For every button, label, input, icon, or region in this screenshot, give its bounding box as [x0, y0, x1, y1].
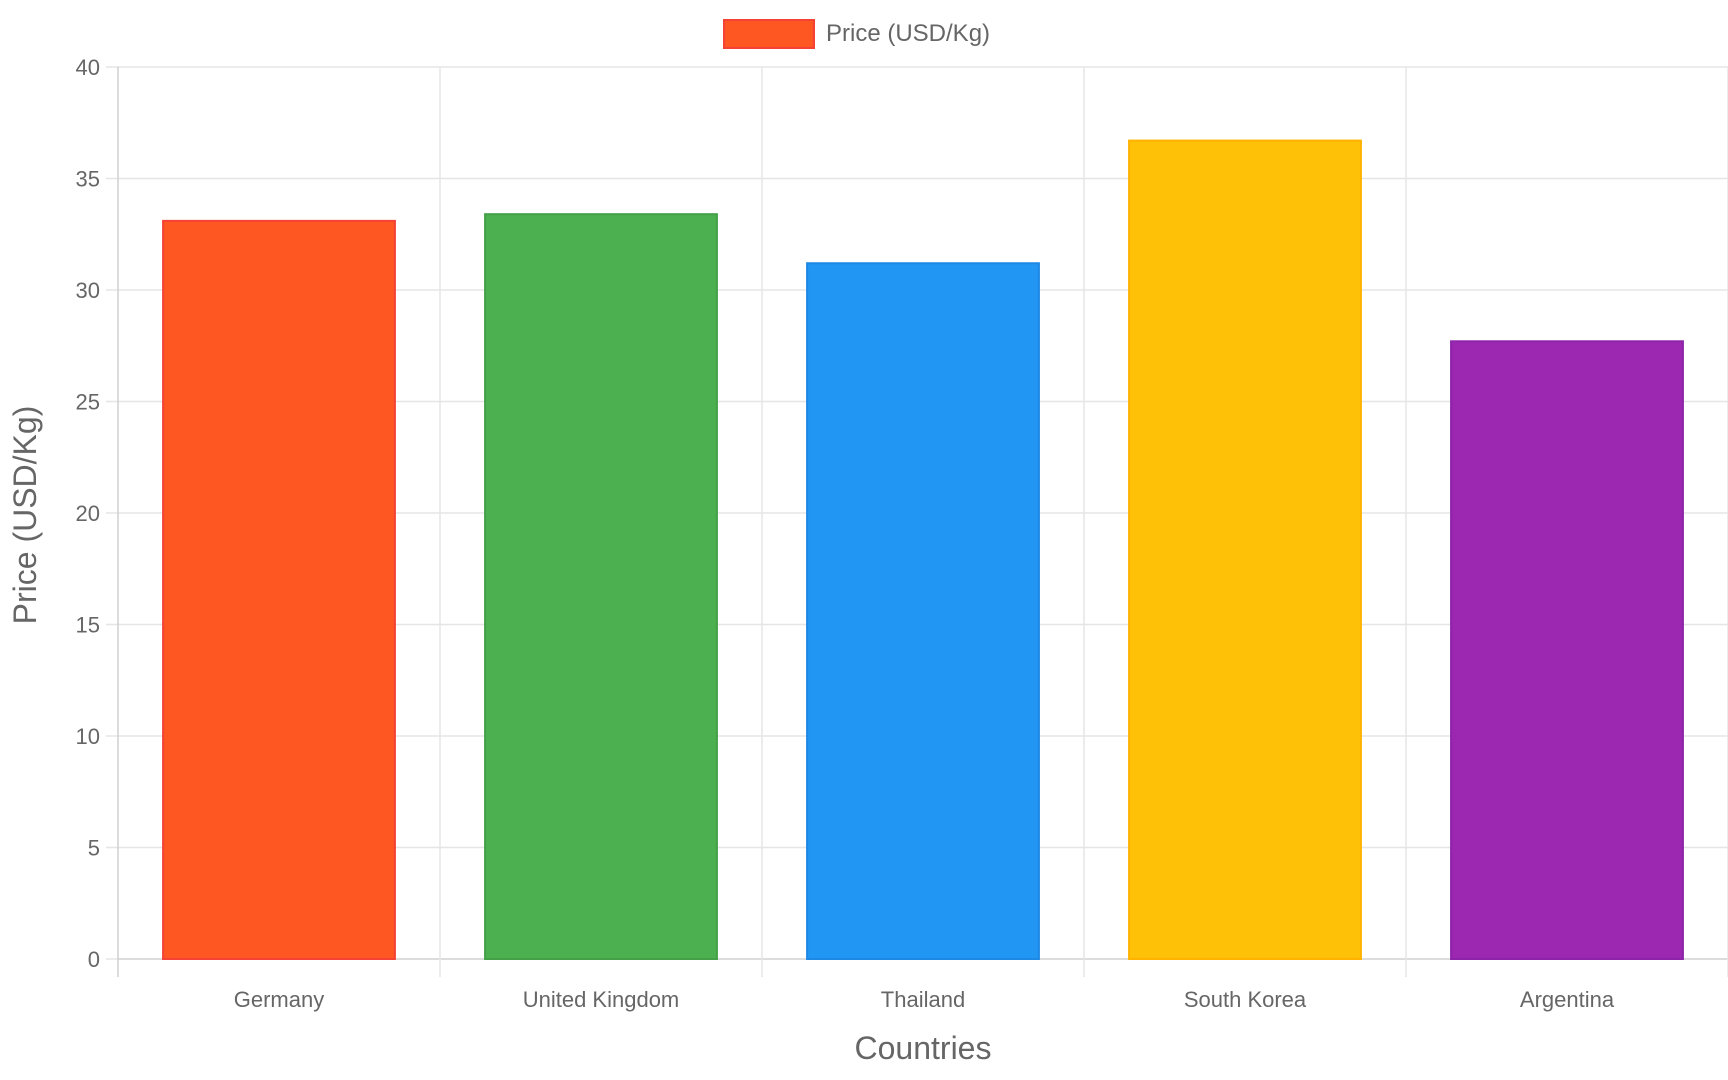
x-tick-label: South Korea [1184, 987, 1307, 1012]
y-tick-label: 5 [88, 836, 100, 861]
y-tick-label: 35 [76, 167, 100, 192]
y-tick-label: 15 [76, 613, 100, 638]
y-axis-title: Price (USD/Kg) [7, 406, 43, 625]
y-tick-label: 0 [88, 947, 100, 972]
x-tick-label: Germany [234, 987, 324, 1012]
y-tick-label: 40 [76, 55, 100, 80]
y-tick-label: 10 [76, 724, 100, 749]
y-tick-label: 20 [76, 501, 100, 526]
legend-swatch [723, 19, 815, 49]
bar-argentina[interactable] [1450, 340, 1684, 961]
bar-south-korea[interactable] [1128, 139, 1362, 960]
x-tick-label: Argentina [1520, 987, 1615, 1012]
bar-germany[interactable] [162, 219, 396, 960]
y-tick-label: 30 [76, 278, 100, 303]
x-axis-title: Countries [855, 1030, 992, 1066]
legend-label: Price (USD/Kg) [826, 20, 990, 47]
legend[interactable]: Price (USD/Kg) [723, 19, 990, 49]
x-axis-ticks: Germany United Kingdom Thailand South Korea… [234, 987, 1615, 1012]
y-axis-ticks: 0 5 10 15 20 25 30 35 40 [76, 55, 100, 972]
bars [162, 139, 1684, 961]
x-tick-label: United Kingdom [523, 987, 680, 1012]
x-tick-label: Thailand [881, 987, 965, 1012]
bar-thailand[interactable] [806, 262, 1040, 960]
bar-united-kingdom[interactable] [484, 213, 718, 960]
y-tick-label: 25 [76, 390, 100, 415]
